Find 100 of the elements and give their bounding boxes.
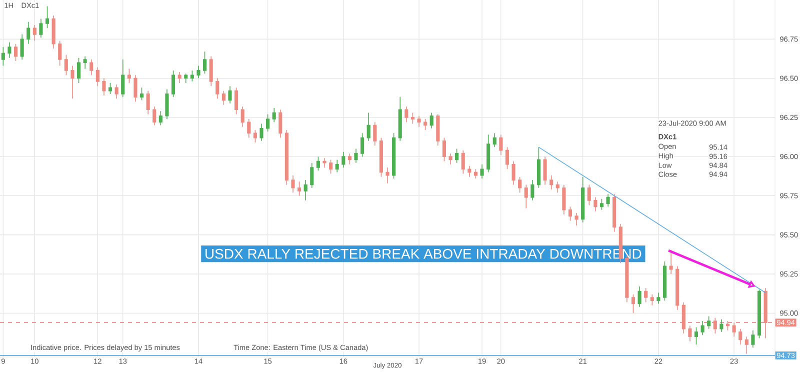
candlestick (594, 196, 598, 212)
candlestick (700, 320, 704, 336)
candlestick (158, 110, 162, 126)
candlestick (291, 174, 295, 193)
candlestick (228, 86, 232, 104)
candlestick (468, 166, 472, 178)
candlestick (216, 78, 220, 100)
candlestick (436, 114, 440, 146)
candlestick (442, 137, 446, 162)
candlestick (64, 54, 68, 76)
candlestick (720, 319, 724, 332)
candlestick (178, 72, 182, 84)
candlestick (83, 56, 87, 70)
candlestick (524, 184, 528, 209)
candlestick (707, 316, 711, 330)
candlestick (518, 176, 522, 193)
candlestick (587, 184, 591, 206)
candlestick (757, 289, 762, 339)
candlestick (304, 180, 308, 201)
candlestick (329, 159, 333, 174)
candlestick (171, 70, 176, 98)
candlestick (568, 206, 572, 222)
candlestick (612, 194, 616, 232)
candlestick (448, 153, 452, 165)
candlestick (39, 18, 43, 38)
candlestick (152, 106, 156, 126)
candlestick (342, 151, 346, 168)
candlestick (474, 168, 478, 179)
candlestick (222, 90, 226, 106)
candlestick (284, 130, 288, 186)
candlestick (656, 292, 660, 304)
candlestick (455, 148, 459, 164)
candlestick (209, 56, 213, 87)
candlestick (581, 176, 585, 223)
candlestick (310, 162, 314, 188)
candlestick (114, 84, 118, 100)
candlestick (335, 159, 339, 173)
candlestick (278, 109, 282, 138)
candlestick (234, 87, 238, 115)
candlestick (184, 73, 188, 84)
candlestick (102, 78, 106, 96)
candlestick (260, 123, 264, 142)
candlestick (669, 252, 673, 274)
candlestick (360, 132, 364, 157)
candlestick (196, 65, 200, 79)
candlestick (354, 148, 358, 164)
candlestick (606, 194, 610, 208)
candlestick (26, 22, 30, 44)
candlestick (96, 66, 100, 87)
candlestick (366, 112, 370, 142)
candlestick (392, 132, 396, 179)
candlestick (165, 88, 169, 120)
candlestick (247, 118, 251, 138)
candlestick (76, 58, 81, 84)
candlestick (404, 106, 408, 123)
candlestick (751, 330, 755, 348)
candlestick (316, 156, 320, 172)
candlestick (146, 90, 150, 115)
candlestick (417, 115, 421, 128)
candlestick (32, 24, 36, 42)
candlestick (650, 294, 654, 306)
candlestick (52, 15, 56, 49)
candlestick (486, 134, 490, 173)
candlestick (499, 134, 503, 156)
candlestick (373, 122, 377, 146)
candlestick (530, 180, 534, 201)
candlestick (430, 112, 434, 129)
candlestick (272, 108, 276, 123)
candlestick (20, 34, 24, 60)
candlestick (266, 114, 270, 132)
candlestick (688, 325, 692, 342)
candlestick (461, 150, 465, 174)
candlestick (536, 146, 541, 188)
candlestick (574, 212, 578, 226)
candlestick (90, 59, 94, 76)
candlestick (556, 181, 560, 193)
candlestick (379, 137, 383, 178)
candlestick (70, 65, 74, 100)
candlestick (562, 184, 566, 215)
candlestick (638, 286, 642, 308)
candlestick (253, 130, 257, 143)
candlestick (14, 43, 18, 62)
candlestick (512, 160, 516, 186)
candlestick (398, 96, 402, 142)
candlestick (505, 146, 510, 170)
candlestick (58, 40, 62, 66)
candlestick (134, 74, 138, 102)
candlestick (492, 132, 496, 148)
candlestick (480, 164, 484, 179)
candlestick (8, 42, 12, 58)
candlestick (240, 106, 244, 128)
candlestick (386, 167, 390, 184)
candlestick (202, 51, 207, 74)
candlestick (662, 261, 667, 302)
candlestick (322, 158, 326, 168)
candlestick (676, 266, 680, 310)
candlestick (738, 328, 742, 345)
candlestick (121, 59, 125, 98)
candlestick (644, 288, 648, 303)
candlestick (543, 156, 547, 186)
